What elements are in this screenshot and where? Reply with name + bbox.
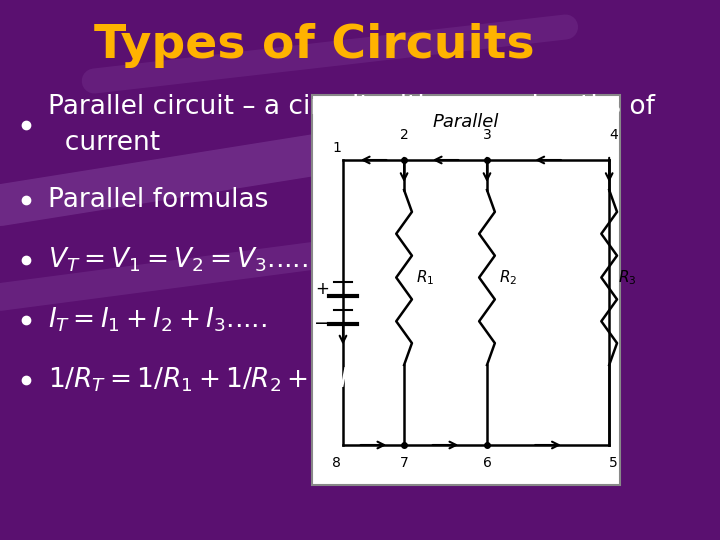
Text: +: + <box>315 280 329 298</box>
Text: $1/R_T = 1/R_1+1/R_2+1/R_3$.....: $1/R_T = 1/R_1+1/R_2+1/R_3$..... <box>48 366 412 394</box>
Text: $R_3$: $R_3$ <box>618 268 636 287</box>
Text: $R_2$: $R_2$ <box>499 268 518 287</box>
Text: 4: 4 <box>609 128 618 142</box>
Text: −: − <box>314 314 330 333</box>
Text: Parallel: Parallel <box>433 113 499 131</box>
Text: 5: 5 <box>609 456 618 470</box>
Text: 7: 7 <box>400 456 408 470</box>
Bar <box>312 95 620 485</box>
Text: Parallel formulas: Parallel formulas <box>48 187 269 213</box>
Text: 6: 6 <box>482 456 492 470</box>
Text: $R_1$: $R_1$ <box>416 268 435 287</box>
Text: 3: 3 <box>482 128 491 142</box>
Text: 1: 1 <box>333 141 341 155</box>
Text: 2: 2 <box>400 128 408 142</box>
Text: Types of Circuits: Types of Circuits <box>94 23 534 68</box>
Text: $V_T = V_1=V_2=V_3$.....: $V_T = V_1=V_2=V_3$..... <box>48 246 308 274</box>
Text: Parallel circuit – a circuit with several paths of
  current: Parallel circuit – a circuit with severa… <box>48 94 655 156</box>
Text: $I_T = I_1+I_2+I_3$.....: $I_T = I_1+I_2+I_3$..... <box>48 306 267 334</box>
Text: 8: 8 <box>333 456 341 470</box>
